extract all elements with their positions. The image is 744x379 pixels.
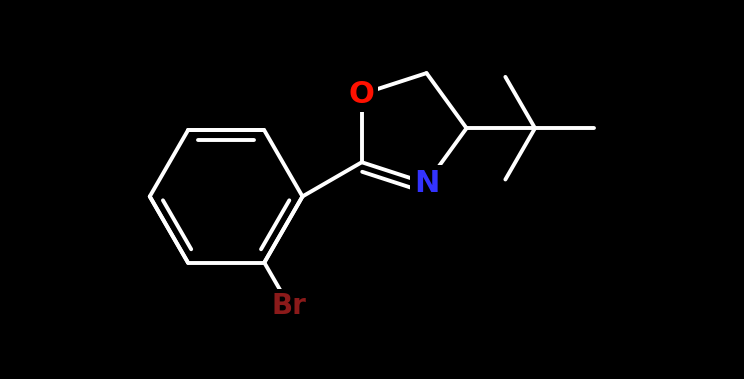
Text: O: O <box>349 80 375 109</box>
Text: N: N <box>414 169 439 198</box>
Text: Br: Br <box>272 292 307 320</box>
